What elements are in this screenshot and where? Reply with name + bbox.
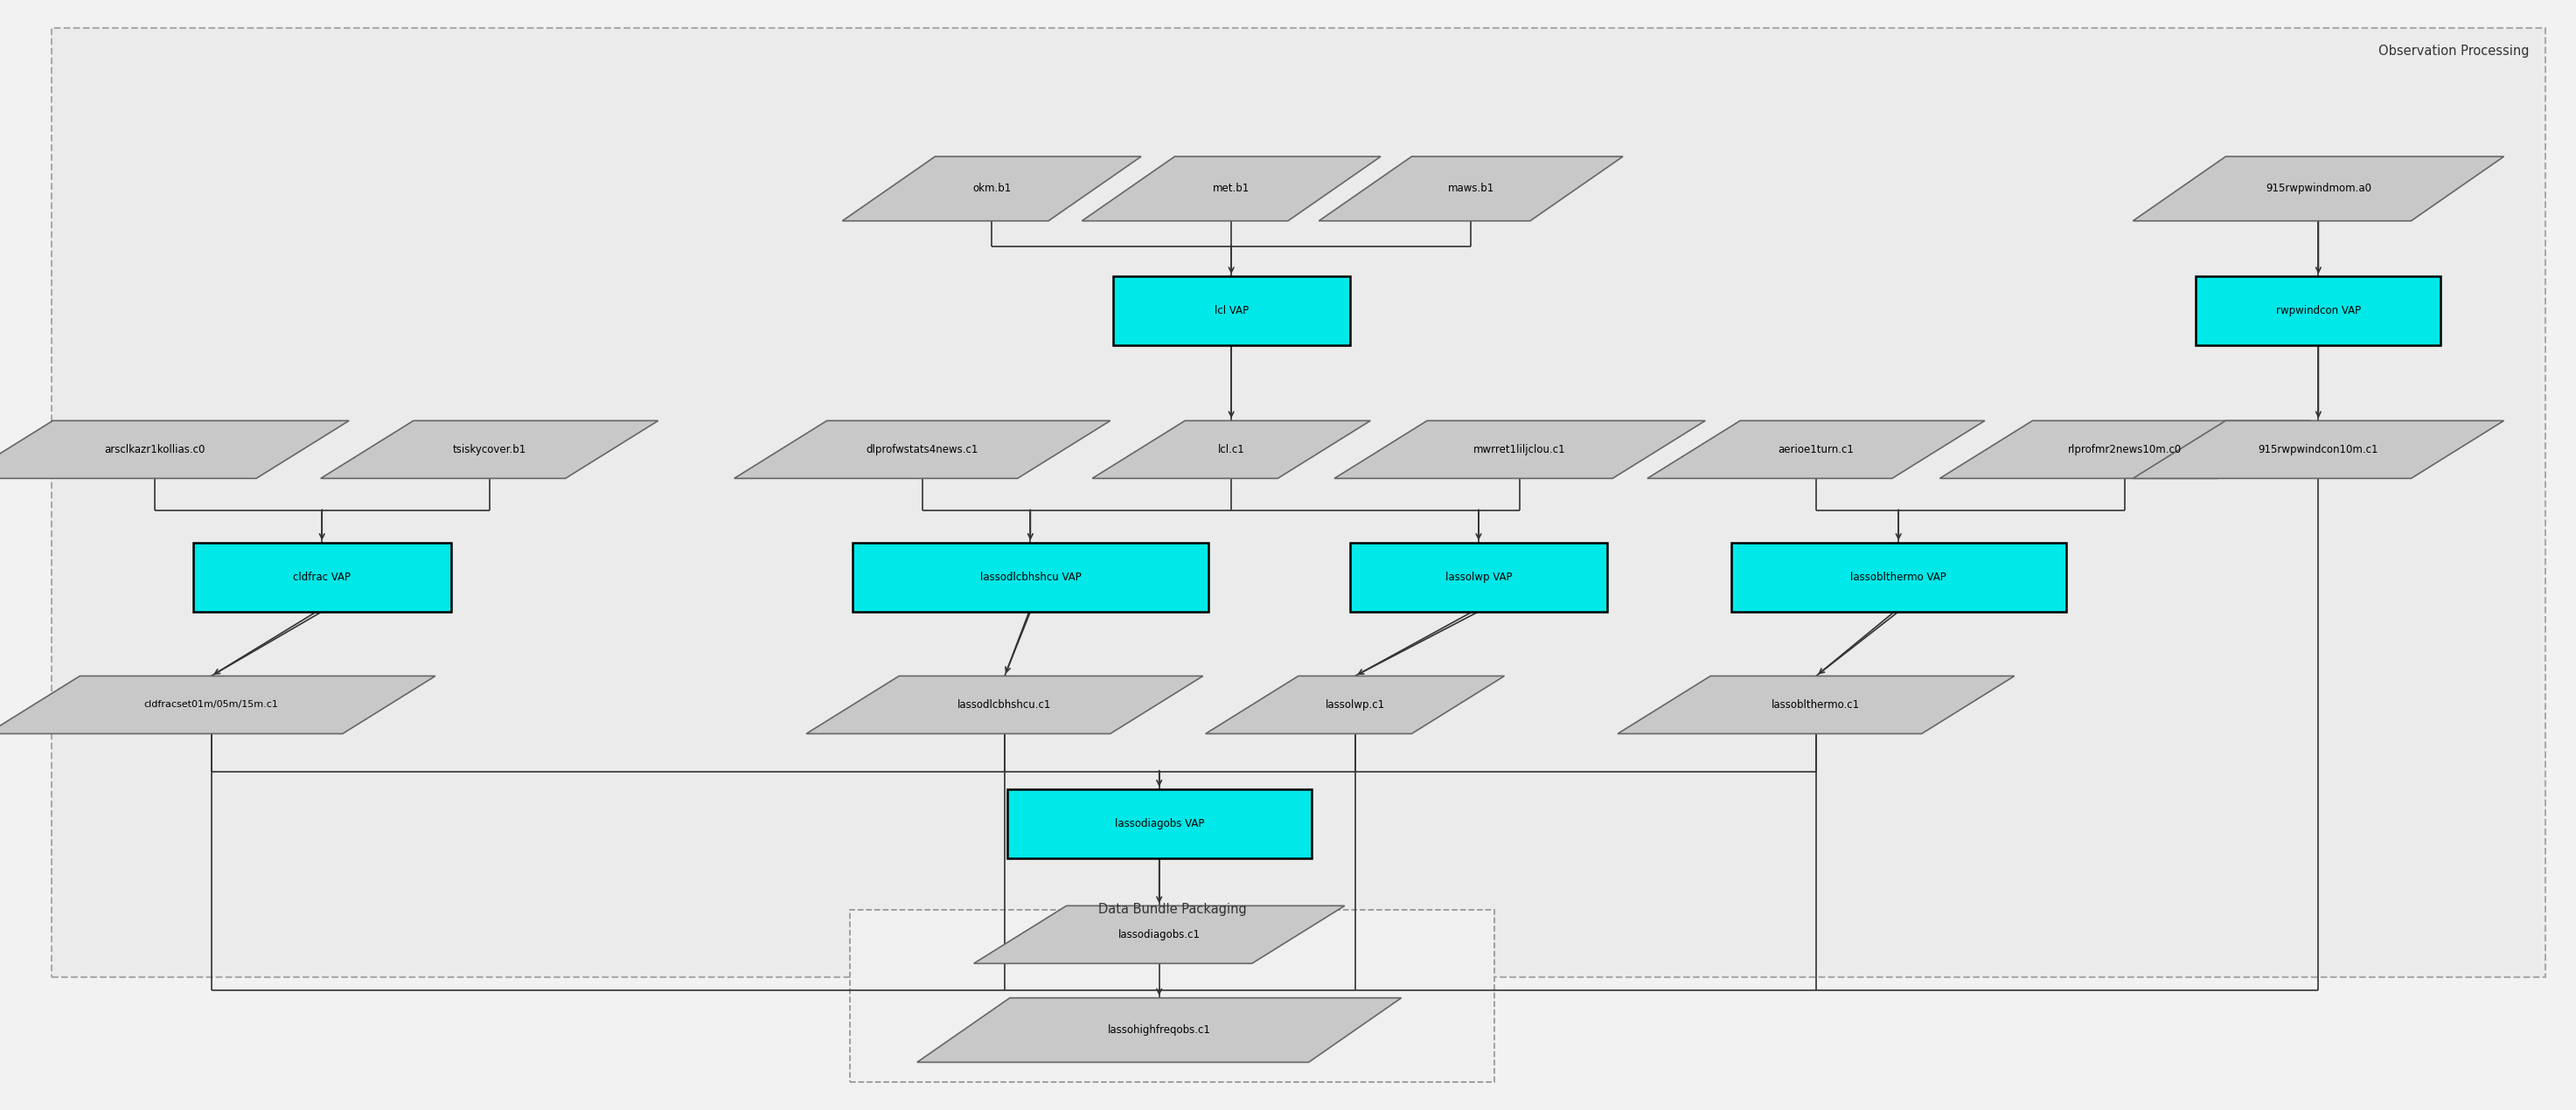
Polygon shape [974, 906, 1345, 963]
Text: tsiskycover.b1: tsiskycover.b1 [453, 444, 526, 455]
Polygon shape [842, 157, 1141, 221]
Polygon shape [1618, 676, 2014, 734]
FancyBboxPatch shape [1007, 789, 1311, 858]
Polygon shape [0, 421, 348, 478]
Polygon shape [806, 676, 1203, 734]
Polygon shape [734, 421, 1110, 478]
FancyBboxPatch shape [1350, 543, 1607, 612]
Text: 915rwpwindmom.a0: 915rwpwindmom.a0 [2264, 183, 2372, 194]
Text: rwpwindcon VAP: rwpwindcon VAP [2277, 305, 2360, 316]
Text: lassodlcbhshcu.c1: lassodlcbhshcu.c1 [958, 699, 1051, 710]
Text: lassoblthermo VAP: lassoblthermo VAP [1850, 572, 1947, 583]
Polygon shape [1940, 421, 2311, 478]
Text: rlprofmr2news10m.c0: rlprofmr2news10m.c0 [2069, 444, 2182, 455]
Text: lassodiagobs.c1: lassodiagobs.c1 [1118, 929, 1200, 940]
Polygon shape [1649, 421, 1984, 478]
Text: lassohighfreqobs.c1: lassohighfreqobs.c1 [1108, 1025, 1211, 1036]
FancyBboxPatch shape [853, 543, 1208, 612]
Text: lassoblthermo.c1: lassoblthermo.c1 [1772, 699, 1860, 710]
Text: cldfracset01m/05m/15m.c1: cldfracset01m/05m/15m.c1 [144, 700, 278, 709]
Text: lassolwp VAP: lassolwp VAP [1445, 572, 1512, 583]
Polygon shape [917, 998, 1401, 1062]
Polygon shape [1319, 157, 1623, 221]
FancyBboxPatch shape [193, 543, 451, 612]
FancyBboxPatch shape [1113, 276, 1350, 345]
Text: lcl.c1: lcl.c1 [1218, 444, 1244, 455]
FancyBboxPatch shape [1731, 543, 2066, 612]
FancyBboxPatch shape [2195, 276, 2442, 345]
Polygon shape [2133, 421, 2504, 478]
Text: Data Bundle Packaging: Data Bundle Packaging [1097, 902, 1247, 916]
Text: maws.b1: maws.b1 [1448, 183, 1494, 194]
Text: lassodlcbhshcu VAP: lassodlcbhshcu VAP [979, 572, 1082, 583]
Polygon shape [1206, 676, 1504, 734]
Text: okm.b1: okm.b1 [971, 183, 1012, 194]
Polygon shape [1334, 421, 1705, 478]
Text: aerioe1turn.c1: aerioe1turn.c1 [1777, 444, 1855, 455]
Text: 915rwpwindcon10m.c1: 915rwpwindcon10m.c1 [2259, 444, 2378, 455]
Polygon shape [2133, 157, 2504, 221]
Text: Observation Processing: Observation Processing [2378, 44, 2530, 58]
Text: lassolwp.c1: lassolwp.c1 [1324, 699, 1386, 710]
Polygon shape [0, 676, 435, 734]
Text: dlprofwstats4news.c1: dlprofwstats4news.c1 [866, 444, 979, 455]
Polygon shape [1092, 421, 1370, 478]
Text: arsclkazr1kollias.c0: arsclkazr1kollias.c0 [103, 444, 206, 455]
Text: mwrret1liljclou.c1: mwrret1liljclou.c1 [1473, 444, 1566, 455]
Text: cldfrac VAP: cldfrac VAP [294, 572, 350, 583]
FancyBboxPatch shape [52, 28, 2545, 977]
Polygon shape [322, 421, 659, 478]
Text: lassodiagobs VAP: lassodiagobs VAP [1115, 818, 1203, 829]
Polygon shape [1082, 157, 1381, 221]
FancyBboxPatch shape [850, 910, 1494, 1082]
Text: met.b1: met.b1 [1213, 183, 1249, 194]
Text: lcl VAP: lcl VAP [1213, 305, 1249, 316]
